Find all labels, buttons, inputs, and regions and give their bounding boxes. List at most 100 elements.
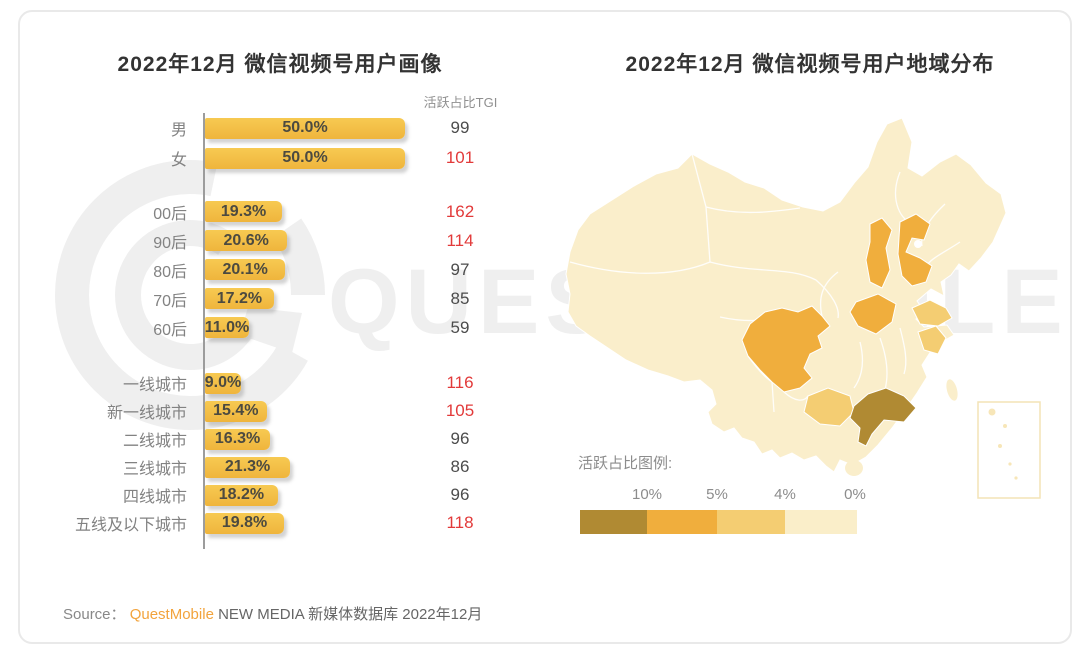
bar-group-2: 一线城市 9.0% 116 新一线城市 15.4% 105 二线城市 16.3% 96 三线城市 2… xyxy=(45,369,515,537)
bar-row-label: 二线城市 xyxy=(122,433,187,450)
bar-value-label: 19.3% xyxy=(220,202,267,220)
bar-value-label: 15.4% xyxy=(213,402,259,419)
province-hebei xyxy=(897,213,933,287)
bar: 16.3% xyxy=(205,428,271,450)
bar-value-label: 50.0% xyxy=(282,119,328,136)
bar-track: 18.2% xyxy=(205,484,278,506)
tgi-value: 96 xyxy=(450,429,470,448)
bar-chart-axis xyxy=(203,113,205,549)
province-shanxi xyxy=(865,217,893,289)
tgi-value: 105 xyxy=(445,401,475,420)
bar-row: 90后 20.6% 114 xyxy=(45,226,515,255)
bar-row-label: 男 xyxy=(170,122,187,139)
tgi-value: 85 xyxy=(450,288,470,308)
legend-label-0: 0% xyxy=(844,486,866,503)
bar: 11.0% xyxy=(205,317,249,338)
map-legend-title: 活跃占比图例: xyxy=(578,455,673,472)
bar-row-label: 五线及以下城市 xyxy=(74,517,187,534)
province-shandong xyxy=(911,299,953,327)
card-border xyxy=(18,10,1072,644)
legend-label-10: 10% xyxy=(631,486,663,503)
bar-track: 19.3% xyxy=(205,201,283,222)
map-legend-labels: 10% 5% 4% 0% xyxy=(580,486,866,504)
bar-row: 60后 11.0% 59 xyxy=(45,313,515,342)
bar-value-label: 18.2% xyxy=(218,486,265,503)
bar-value-label: 11.0% xyxy=(204,318,250,336)
bar-track: 21.3% xyxy=(205,456,291,478)
tgi-column-header: 活跃占比TGI xyxy=(423,95,498,110)
source-rest: NEW MEDIA 新媒体数据库 2022年12月 xyxy=(218,606,483,623)
tgi-value: 86 xyxy=(450,457,470,476)
questmobile-logo-watermark xyxy=(55,160,325,430)
south-china-sea-inset xyxy=(977,401,1041,499)
bar-row-label: 四线城市 xyxy=(122,489,187,506)
bar: 50.0% xyxy=(205,147,405,169)
bar-row-label: 80后 xyxy=(153,263,187,281)
china-mainland xyxy=(565,117,1007,473)
bar-row: 80后 20.1% 97 xyxy=(45,255,515,284)
bar-track: 20.6% xyxy=(205,230,288,251)
source-attribution: Source： QuestMobile NEW MEDIA 新媒体数据库 202… xyxy=(63,603,482,624)
bar-row: 男 50.0% 99 xyxy=(45,113,515,143)
bar-row-label: 90后 xyxy=(153,234,187,252)
bar-row-label: 一线城市 xyxy=(122,377,187,394)
bar-row-label: 00后 xyxy=(153,205,187,223)
tgi-value: 97 xyxy=(450,259,470,279)
hainan-island xyxy=(845,460,863,476)
province-henan xyxy=(849,293,897,335)
bar-track: 20.1% xyxy=(205,259,286,280)
bar: 20.6% xyxy=(205,230,288,251)
taiwan-island xyxy=(946,379,958,401)
bar-row-label: 70后 xyxy=(153,292,187,310)
left-chart-title: 2022年12月 微信视频号用户画像 xyxy=(117,53,443,76)
bar-value-label: 21.3% xyxy=(224,458,271,475)
bar-track: 15.4% xyxy=(205,400,267,422)
legend-swatch-tier3 xyxy=(717,510,785,534)
bar-value-label: 19.8% xyxy=(221,514,268,531)
province-guangdong xyxy=(849,387,917,447)
bar-track: 50.0% xyxy=(205,117,405,139)
province-jiangsu xyxy=(917,325,947,355)
bar-row: 三线城市 21.3% 86 xyxy=(45,453,515,481)
bar-value-label: 20.6% xyxy=(223,231,269,249)
bar-row-label: 女 xyxy=(170,152,187,169)
tgi-value: 59 xyxy=(450,317,470,337)
bar-track: 19.8% xyxy=(205,512,285,534)
bar-row: 二线城市 16.3% 96 xyxy=(45,425,515,453)
bar: 50.0% xyxy=(205,117,405,139)
bar-row: 五线及以下城市 19.8% 118 xyxy=(45,509,515,537)
map-chart-title: 2022年12月 微信视频号用户地域分布 xyxy=(625,53,995,76)
bar: 15.4% xyxy=(205,400,267,422)
bar-track: 16.3% xyxy=(205,428,271,450)
bar-value-label: 9.0% xyxy=(204,374,242,391)
bar-track: 17.2% xyxy=(205,288,274,309)
tgi-value: 101 xyxy=(445,148,475,167)
tgi-value: 96 xyxy=(450,485,470,504)
legend-swatch-tier4 xyxy=(785,510,857,534)
bar: 18.2% xyxy=(205,484,278,506)
bar-row-label: 三线城市 xyxy=(122,461,187,478)
legend-label-5: 5% xyxy=(706,486,728,503)
legend-swatch-tier2 xyxy=(647,510,717,534)
bar-track: 50.0% xyxy=(205,147,405,169)
bar-group-1: 00后 19.3% 162 90后 20.6% 114 80后 20.1% 97 70后 17.2%… xyxy=(45,197,515,342)
bar-row-label: 新一线城市 xyxy=(106,405,187,422)
bar-row: 00后 19.3% 162 xyxy=(45,197,515,226)
tgi-value: 116 xyxy=(446,373,474,392)
bar-value-label: 16.3% xyxy=(214,430,261,447)
legend-label-4: 4% xyxy=(774,486,796,503)
bar: 21.3% xyxy=(205,456,291,478)
source-prefix: Source： xyxy=(63,606,126,623)
bar-row: 一线城市 9.0% 116 xyxy=(45,369,515,397)
province-guangxi xyxy=(803,387,855,427)
tgi-value: 118 xyxy=(446,513,474,532)
legend-swatch-tier1 xyxy=(580,510,647,534)
bar-row-label: 60后 xyxy=(153,321,187,339)
source-brand: QuestMobile xyxy=(129,606,214,623)
bar-row: 70后 17.2% 85 xyxy=(45,284,515,313)
bar: 19.8% xyxy=(205,512,285,534)
tgi-value: 99 xyxy=(450,118,470,137)
bar: 9.0% xyxy=(204,372,242,394)
bar-track: 9.0% xyxy=(204,372,242,394)
